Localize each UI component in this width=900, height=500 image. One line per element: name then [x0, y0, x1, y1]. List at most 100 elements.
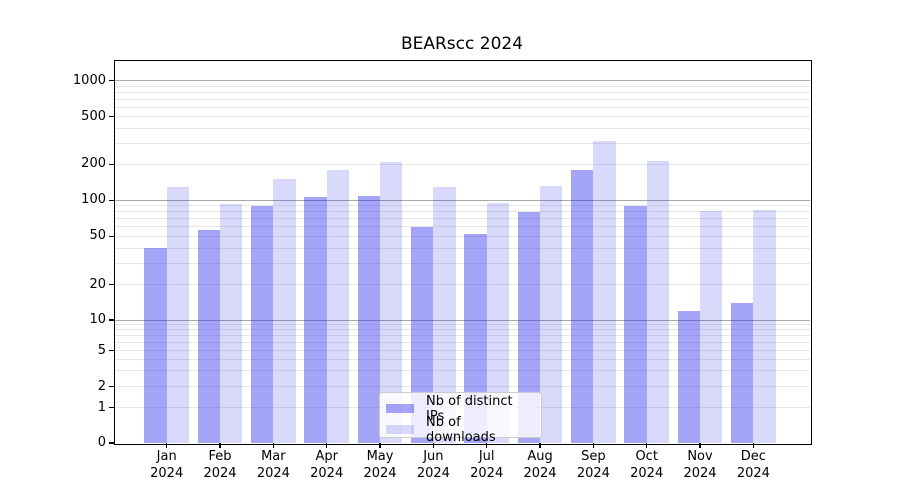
gridline-minor-90	[114, 205, 810, 207]
y-tick-5	[109, 349, 114, 352]
x-tick-aug	[539, 443, 541, 448]
bar-ips-apr	[304, 196, 327, 443]
x-tick-feb	[219, 443, 221, 448]
bar-downloads-jan	[166, 186, 189, 443]
y-tick-0	[109, 442, 114, 444]
y-tick-10	[109, 319, 114, 321]
legend-swatch-downloads	[386, 425, 414, 434]
y-tick-1	[109, 407, 114, 409]
legend-row-distinct-ips: Nb of distinct IPs	[386, 394, 533, 424]
bar-downloads-aug	[540, 185, 563, 443]
x-tick-jun	[432, 443, 434, 448]
gridline-minor-7	[114, 335, 810, 337]
gridline-minor-50	[114, 235, 810, 237]
bar-downloads-feb	[220, 203, 243, 443]
gridline-minor-6	[114, 341, 810, 343]
gridline-major-100	[114, 199, 810, 201]
x-tick-label-sep: Sep 2024	[576, 449, 610, 481]
x-tick-oct	[646, 443, 648, 448]
y-tick-label-2: 2	[97, 378, 106, 394]
x-tick-nov	[699, 443, 701, 448]
x-tick-label-nov: Nov 2024	[683, 449, 717, 481]
gridline-minor-20	[114, 284, 810, 285]
y-tick-200	[109, 163, 114, 165]
gridline-minor-600	[114, 106, 810, 108]
legend-label-downloads: Nb of downloads	[426, 414, 496, 445]
bar-ips-dec	[731, 302, 754, 443]
gridline-minor-5	[114, 350, 810, 351]
x-tick-label-dec: Dec 2024	[736, 449, 770, 481]
x-tick-mar	[272, 443, 274, 448]
x-tick-label-aug: Aug 2024	[523, 449, 557, 481]
bar-downloads-jun	[433, 187, 456, 443]
x-tick-label-oct: Oct 2024	[630, 449, 664, 481]
gridline-minor-700	[114, 98, 810, 100]
x-tick-jan	[166, 443, 168, 448]
y-tick-label-50: 50	[89, 228, 106, 244]
y-tick-20	[109, 283, 114, 286]
gridline-minor-900	[114, 85, 810, 87]
bar-ips-jun	[411, 226, 434, 443]
bar-downloads-oct	[646, 160, 669, 443]
y-tick-label-500: 500	[81, 108, 106, 124]
x-tick-label-jun: Jun 2024	[416, 449, 450, 481]
chart-title: BEARscc 2024	[400, 34, 524, 54]
y-tick-label-1: 1	[97, 399, 106, 415]
gridline-minor-4	[114, 358, 810, 360]
y-tick-100	[109, 199, 114, 201]
gridline-minor-300	[114, 142, 810, 144]
gridline-major-1000	[114, 80, 810, 82]
y-tick-1000	[109, 80, 114, 82]
bar-downloads-nov	[700, 210, 723, 443]
legend-row-downloads: Nb of downloads	[386, 415, 533, 445]
bar-ips-feb	[197, 230, 221, 443]
bar-ips-aug	[517, 211, 541, 443]
legend-swatch-distinct-ips	[386, 404, 414, 413]
y-tick-label-200: 200	[81, 156, 106, 172]
bar-downloads-may	[380, 161, 403, 443]
gridline-minor-800	[114, 91, 810, 93]
bar-ips-mar	[251, 205, 274, 443]
y-tick-500	[109, 115, 114, 118]
bar-ips-may	[357, 196, 381, 443]
plot-area-border	[114, 60, 812, 445]
y-tick-label-1000: 1000	[72, 72, 106, 88]
gridline-major-10	[114, 319, 810, 321]
y-tick-label-5: 5	[97, 342, 106, 358]
bar-ips-oct	[624, 205, 647, 443]
gridline-minor-60	[114, 226, 810, 228]
bar-downloads-apr	[326, 170, 349, 443]
gridline-minor-80	[114, 211, 810, 213]
legend: Nb of distinct IPs Nb of downloads	[379, 392, 542, 445]
y-tick-label-100: 100	[81, 192, 106, 208]
x-tick-label-mar: Mar 2024	[256, 449, 290, 481]
gridline-minor-2	[114, 386, 810, 388]
y-tick-label-0: 0	[97, 435, 106, 450]
x-tick-jul	[486, 443, 488, 448]
y-tick-50	[109, 235, 114, 237]
gridline-minor-200	[114, 163, 810, 165]
bar-downloads-mar	[273, 179, 296, 443]
bar-downloads-sep	[593, 140, 616, 443]
y-tick-2	[109, 386, 114, 388]
gridline-minor-9	[114, 324, 810, 326]
y-tick-label-20: 20	[89, 276, 106, 292]
x-tick-dec	[752, 443, 754, 448]
gridline-minor-70	[114, 218, 810, 220]
y-tick-label-10: 10	[89, 312, 106, 327]
bar-ips-jul	[464, 234, 487, 443]
bar-ips-nov	[677, 310, 701, 443]
bar-ips-jan	[144, 248, 167, 443]
bar-ips-sep	[571, 169, 594, 443]
gridline-minor-40	[114, 247, 810, 249]
gridline-minor-8	[114, 329, 810, 331]
bar-downloads-jul	[486, 203, 509, 443]
x-tick-apr	[326, 443, 328, 448]
x-tick-label-may: May 2024	[363, 449, 397, 481]
gridline-minor-500	[114, 116, 810, 117]
x-tick-label-feb: Feb 2024	[203, 449, 237, 481]
x-tick-label-jan: Jan 2024	[150, 449, 184, 481]
x-tick-label-apr: Apr 2024	[310, 449, 344, 481]
bar-downloads-dec	[753, 210, 776, 443]
